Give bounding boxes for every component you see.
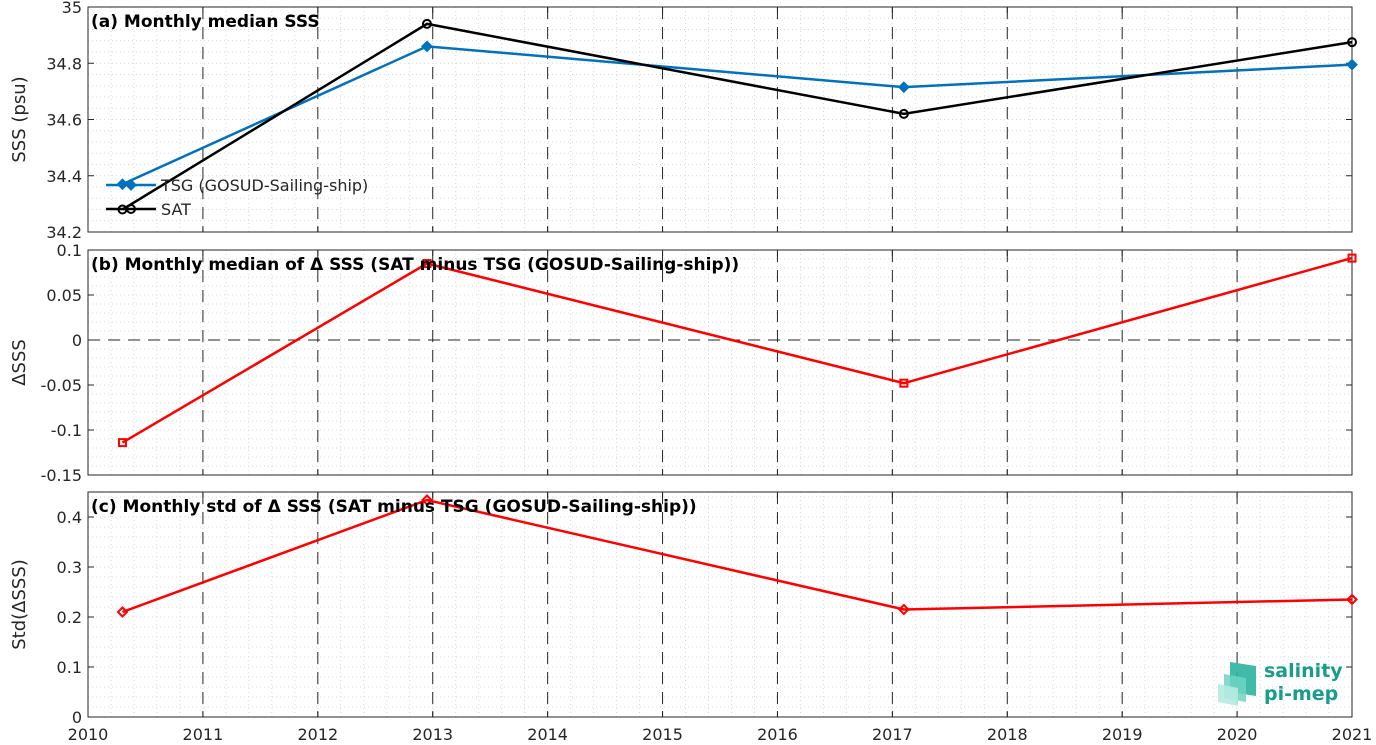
- data-point: [897, 603, 910, 616]
- legend-marker: [126, 204, 136, 214]
- x-tick-label: 2014: [527, 725, 568, 744]
- y-tick-label: 35: [62, 0, 82, 17]
- x-tick-label: 2019: [1102, 725, 1143, 744]
- y-tick-label: 0.4: [57, 508, 82, 527]
- data-point: [897, 81, 910, 94]
- x-tick-label: 2015: [642, 725, 683, 744]
- data-point: [1347, 37, 1357, 48]
- data-point: [1346, 58, 1358, 71]
- y-tick-label: 0.1: [57, 241, 82, 260]
- series-line: [121, 45, 1353, 186]
- y-axis-label: SSS (psu): [9, 76, 30, 162]
- data-point: [116, 606, 129, 618]
- x-tick-label: 2013: [412, 725, 453, 744]
- x-tick-label: 2018: [987, 725, 1028, 744]
- y-tick-label: -0.15: [41, 466, 82, 485]
- x-tick-label: 2016: [757, 725, 798, 744]
- y-tick-label: 0.2: [57, 608, 82, 627]
- panel-title: (c) Monthly std of Δ SSS (SAT minus TSG …: [91, 497, 697, 517]
- panel-2: 0 0.1 0.2 0.3 0.4 2010 2011 2012 2013 2014 2015 201…: [9, 491, 1373, 744]
- x-tick-label: 2020: [1217, 725, 1258, 744]
- x-tick-label: 2021: [1332, 725, 1373, 744]
- y-tick-label: 34.2: [46, 223, 82, 242]
- data-point: [117, 438, 127, 448]
- data-point: [421, 40, 433, 53]
- y-tick-label: 34.8: [46, 54, 82, 73]
- data-point: [1347, 253, 1357, 263]
- x-tick-label: 2012: [297, 725, 338, 744]
- y-tick-label: 0.3: [57, 558, 82, 577]
- legend: TSG (GOSUD-Sailing-ship) SAT: [106, 176, 368, 219]
- panel-0: 34.2 34.4 34.6 34.8 35 SSS (psu) (a) Monthly m…: [9, 0, 1358, 242]
- data-point: [899, 378, 909, 388]
- y-tick-label: 34.6: [46, 111, 82, 130]
- series-line: [121, 256, 1353, 444]
- logo-line1: salinity: [1264, 660, 1343, 682]
- data-point: [422, 259, 432, 268]
- axes-frame: [87, 249, 1353, 476]
- y-tick-label: 0.05: [46, 286, 82, 305]
- y-tick-label: 0: [72, 331, 82, 350]
- series-0: [116, 40, 1358, 191]
- series-line: [122, 498, 1353, 614]
- legend-entry: TSG (GOSUD-Sailing-ship): [160, 176, 368, 195]
- salinity-pi-mep-logo: salinity pi-mep: [1218, 660, 1343, 706]
- panel-1: -0.15 -0.1 -0.05 0 0.05 0.1 ΔSSS (b) Monthly me…: [9, 241, 1357, 485]
- data-point: [1346, 593, 1358, 606]
- series-0: [117, 253, 1357, 448]
- y-tick-label: 0: [72, 708, 82, 727]
- legend-marker: [125, 179, 137, 191]
- panel-title: (a) Monthly median SSS: [91, 12, 320, 32]
- series-line: [121, 22, 1353, 211]
- data-point: [421, 18, 432, 29]
- panel-title: (b) Monthly median of Δ SSS (SAT minus T…: [91, 255, 739, 275]
- series-1: [117, 18, 1357, 215]
- x-tick-label: 2010: [68, 725, 109, 744]
- data-point: [421, 494, 433, 506]
- logo-wave-icon: [1218, 662, 1256, 706]
- legend-entry: SAT: [161, 200, 191, 219]
- logo-line2: pi-mep: [1264, 683, 1338, 705]
- series-0: [116, 494, 1358, 618]
- data-point: [898, 108, 909, 119]
- y-axis-label: ΔSSS: [9, 339, 30, 386]
- y-tick-label: -0.05: [41, 376, 82, 395]
- y-tick-label: -0.1: [51, 421, 82, 440]
- y-tick-label: 0.1: [57, 658, 82, 677]
- y-tick-label: 34.4: [46, 167, 82, 186]
- x-tick-label: 2017: [872, 725, 913, 744]
- x-tick-label: 2011: [183, 725, 224, 744]
- y-axis-label: Std(ΔSSS): [9, 559, 30, 650]
